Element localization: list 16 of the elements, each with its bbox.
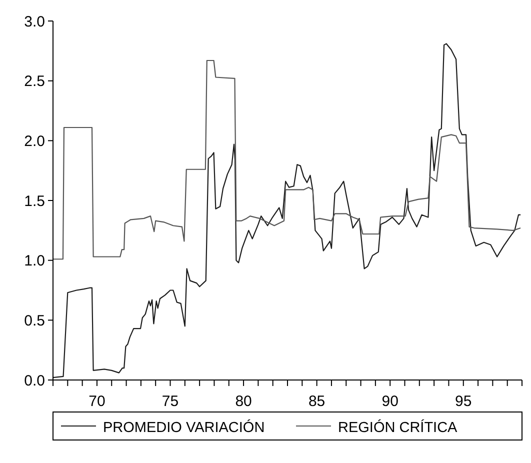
y-tick-label: 1.5 xyxy=(24,192,45,210)
x-tick-label: 85 xyxy=(308,393,326,410)
x-tick-label: 80 xyxy=(235,393,252,410)
legend-label: REGIÓN CRÍTICA xyxy=(338,419,458,436)
y-tick-label: 2.5 xyxy=(24,73,45,90)
line-series xyxy=(52,60,522,260)
y-tick-label: 1.0 xyxy=(24,252,45,270)
y-tick-label: 0.5 xyxy=(24,312,45,330)
x-tick-label: 75 xyxy=(162,393,179,410)
y-tick-label: 0.0 xyxy=(24,372,45,390)
x-tick-label: 90 xyxy=(382,393,398,410)
y-tick-label: 2.0 xyxy=(24,132,45,150)
x-tick-label: 70 xyxy=(88,393,106,410)
legend-label: PROMEDIO VARIACIÓN xyxy=(103,419,265,436)
x-tick-label: 95 xyxy=(455,393,472,410)
y-tick-label: 3.0 xyxy=(24,13,45,30)
